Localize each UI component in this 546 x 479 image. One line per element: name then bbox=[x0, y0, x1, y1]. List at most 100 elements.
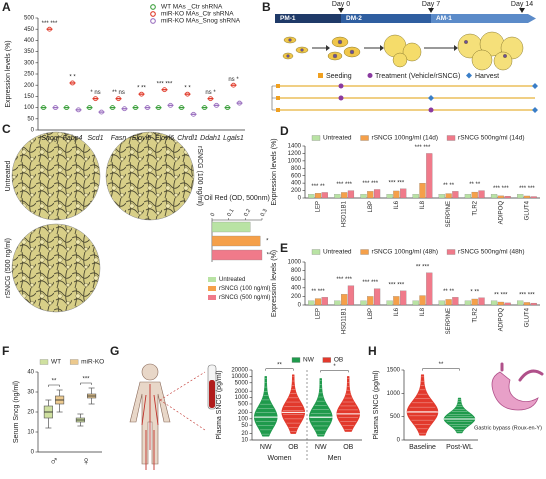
day-label: Day 14 bbox=[511, 1, 533, 8]
x-tick-label: HSD11B1 bbox=[342, 307, 348, 334]
bar bbox=[211, 235, 261, 247]
legend-label: rSNCG 100ng/ml (48h) bbox=[372, 249, 438, 256]
y-tick-label: 500 bbox=[24, 16, 35, 22]
bar bbox=[367, 191, 374, 199]
x-tick-label: ♂ bbox=[50, 454, 59, 468]
bar bbox=[367, 296, 374, 306]
stage-label: PM-1 bbox=[280, 15, 296, 22]
significance-label: *** *** bbox=[493, 186, 509, 192]
legend-label: miR-KO MAs_Ctr shRNA bbox=[161, 11, 234, 18]
timeline bbox=[278, 85, 535, 111]
bar bbox=[426, 153, 433, 199]
significance-label: *** ** bbox=[311, 184, 325, 190]
legend-label: rSNCG 100ng/ml (14d) bbox=[372, 135, 438, 142]
legend-label: rSNCG 500ng/ml (14d) bbox=[458, 135, 524, 142]
y-tick-label: 500 bbox=[238, 402, 249, 408]
significance-bracket bbox=[422, 368, 460, 371]
mean-marker bbox=[133, 105, 138, 111]
significance-label: ** bbox=[439, 362, 444, 368]
y-tick-label: 400 bbox=[291, 285, 302, 291]
mean-marker bbox=[99, 109, 104, 115]
mean-marker bbox=[93, 96, 98, 102]
micrograph bbox=[105, 131, 195, 221]
mean-marker bbox=[41, 105, 46, 111]
legend-swatch bbox=[466, 72, 472, 79]
panel-label: D bbox=[280, 124, 289, 138]
panel-label: A bbox=[2, 0, 11, 14]
significance-label: ** *** bbox=[494, 292, 508, 298]
y-tick-label: 100 bbox=[238, 416, 249, 422]
day-marker bbox=[338, 8, 525, 13]
x-tick-label: 0.2 bbox=[243, 208, 252, 218]
x-tick-label: 0.1 bbox=[226, 208, 235, 218]
mean-marker bbox=[225, 105, 230, 111]
x-tick-label: 0.3 bbox=[260, 208, 269, 218]
bar bbox=[452, 297, 459, 306]
bar bbox=[341, 192, 348, 199]
mean-marker bbox=[53, 105, 58, 111]
significance-label: ns * bbox=[228, 77, 239, 83]
mean-marker bbox=[145, 105, 150, 111]
bar bbox=[360, 300, 367, 306]
mean-marker bbox=[231, 82, 236, 88]
bar bbox=[471, 298, 478, 306]
bar bbox=[504, 196, 511, 199]
legend-label: Untreated bbox=[323, 135, 352, 142]
x-tick-label: OB bbox=[288, 444, 298, 451]
y-tick-label: 20000 bbox=[231, 368, 248, 374]
bar bbox=[464, 194, 472, 199]
violin bbox=[253, 376, 278, 437]
mean-marker bbox=[237, 100, 242, 106]
bar bbox=[334, 194, 341, 199]
significance-bracket bbox=[48, 384, 60, 387]
bar bbox=[386, 300, 393, 306]
legend-label: Untreated bbox=[219, 277, 245, 283]
y-tick-label: 800 bbox=[291, 268, 302, 274]
legend-swatch bbox=[367, 73, 373, 78]
mean-marker bbox=[110, 105, 115, 111]
x-tick-label: Snog bbox=[41, 135, 57, 142]
stage-bar bbox=[275, 14, 341, 23]
y-tick-label: 0 bbox=[298, 196, 302, 202]
cells bbox=[282, 31, 524, 71]
bar bbox=[308, 300, 315, 306]
x-axis-label: Oil Red (OD, 500nm) bbox=[204, 195, 270, 202]
panel-label: F bbox=[2, 344, 9, 358]
bar bbox=[393, 190, 400, 199]
bar bbox=[308, 194, 315, 199]
x-tick-label: SERPINE bbox=[446, 201, 452, 227]
legend-label: rSNCG 500ng/ml (48h) bbox=[458, 249, 524, 256]
significance-label: ** ** bbox=[443, 289, 455, 295]
x-tick-label: ADIPOQ bbox=[498, 201, 504, 225]
significance-label: * * bbox=[184, 86, 191, 92]
stage-bar bbox=[431, 14, 536, 23]
legend-marker bbox=[150, 18, 156, 24]
bar bbox=[445, 299, 452, 306]
significance-label: *** *** bbox=[415, 145, 431, 151]
bar bbox=[211, 221, 251, 233]
bar bbox=[530, 302, 537, 306]
significance-label: * bbox=[333, 364, 336, 370]
x-tick-label: NW bbox=[315, 444, 327, 451]
legend-label: Treatment (Vehicle/rSNCG) bbox=[375, 73, 460, 80]
y-tick-label: 100 bbox=[24, 105, 35, 111]
y-tick-label: 30 bbox=[27, 390, 34, 396]
bar bbox=[386, 194, 393, 199]
seeding-marker bbox=[276, 84, 280, 112]
y-axis-label: Plasma SNCG (pg/ml) bbox=[216, 370, 223, 439]
bar bbox=[412, 194, 419, 199]
mean-marker bbox=[191, 111, 196, 117]
legend-label: Untreated bbox=[323, 249, 352, 256]
significance-label: *** *** bbox=[157, 81, 173, 87]
x-tick-label: TLR2 bbox=[472, 200, 478, 215]
bar bbox=[478, 190, 485, 199]
y-tick-label: 0 bbox=[298, 303, 302, 309]
legend-label: WT bbox=[51, 359, 61, 366]
bar bbox=[347, 190, 355, 199]
legend-label: miR-KO bbox=[81, 359, 104, 366]
bar bbox=[400, 290, 407, 306]
mean-marker bbox=[214, 102, 219, 108]
legend-label: rSNCG (100 ng/ml) bbox=[219, 286, 270, 292]
mean-marker bbox=[87, 105, 92, 111]
stage-bar bbox=[341, 14, 431, 23]
